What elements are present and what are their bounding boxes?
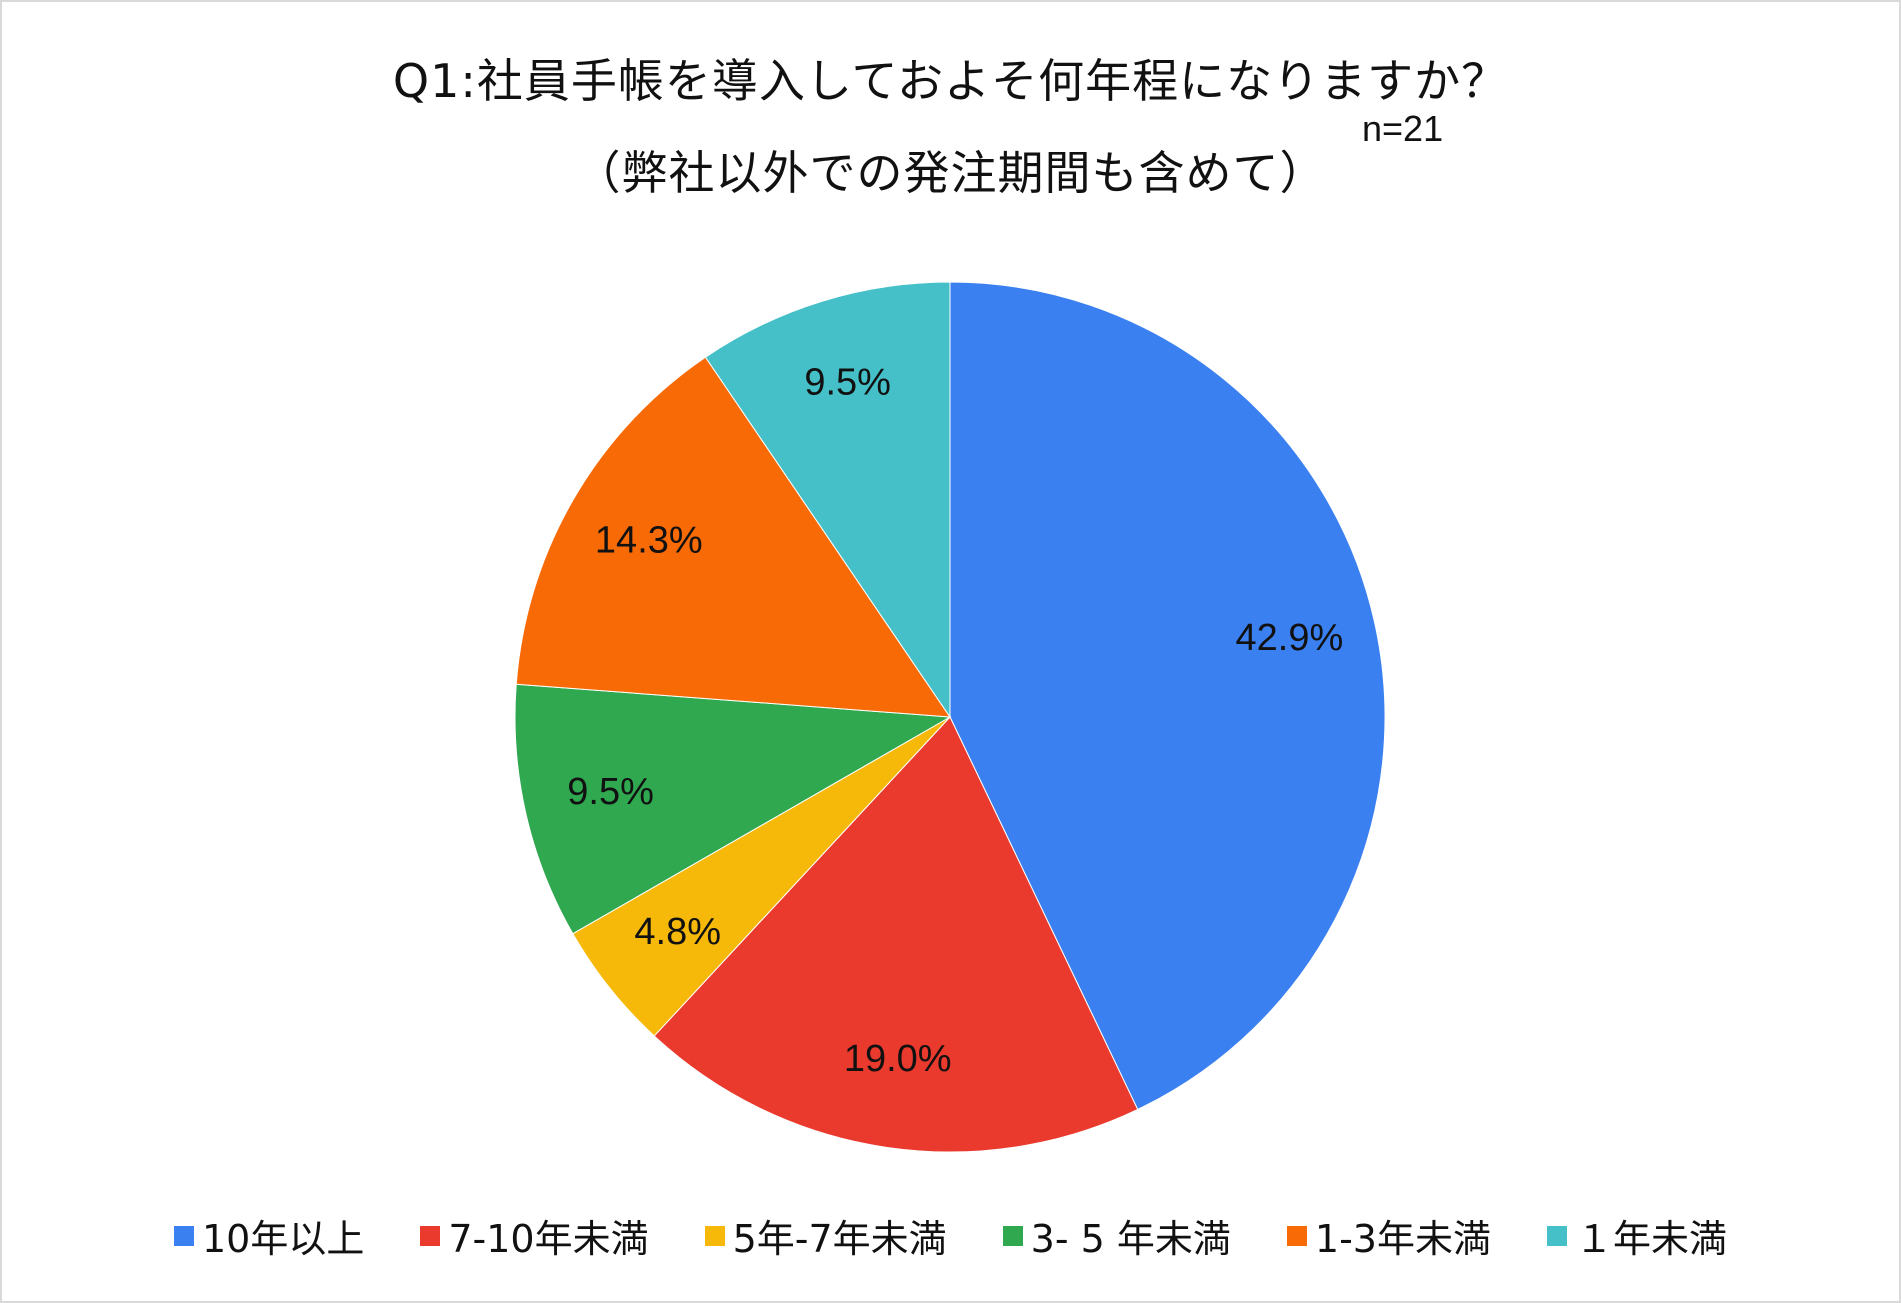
pie-slice: [515, 356, 951, 718]
legend-swatch: [1286, 1225, 1307, 1246]
pie-slice: [949, 281, 1386, 1111]
legend-item-1-3: 1-3年未満: [1286, 1208, 1491, 1263]
legend-label: 5年-7年未満: [732, 1217, 947, 1261]
sample-size-label: n=21: [1362, 108, 1444, 149]
legend-swatch: [1546, 1225, 1567, 1246]
pie-slice: [514, 683, 952, 935]
legend-swatch: [420, 1225, 441, 1246]
legend-label: 10年以上: [201, 1217, 365, 1261]
legend: 10年以上 7-10年未満 5年-7年未満 3- 5 年未満 1-3年未満 １年…: [0, 1208, 1901, 1263]
legend-label: 7-10年未満: [448, 1217, 649, 1261]
pie-slice: [653, 716, 1139, 1153]
legend-label: 1-3年未満: [1314, 1217, 1491, 1261]
legend-item-7-10: 7-10年未満: [420, 1208, 649, 1263]
legend-item-10-plus: 10年以上: [173, 1208, 365, 1263]
slice-data-label: 9.5%: [804, 361, 891, 403]
slice-data-label: 14.3%: [595, 520, 703, 562]
pie-slice: [704, 281, 951, 719]
slice-data-label: 19.0%: [844, 1038, 952, 1080]
slice-data-label: 4.8%: [634, 911, 721, 953]
legend-label: １年未満: [1574, 1217, 1727, 1261]
legend-item-under-1: １年未満: [1546, 1208, 1727, 1263]
slice-data-label: 9.5%: [567, 771, 654, 813]
legend-label: 3- 5 年未満: [1030, 1217, 1231, 1261]
pie-labels: 42.9% 19.0% 4.8% 9.5% 14.3% 9.5%: [567, 361, 1343, 1080]
pie-slices: [514, 281, 1386, 1153]
chart-title: Q1:社員手帳を導入しておよそ何年程になりますか？: [392, 54, 1509, 108]
legend-swatch: [1002, 1225, 1023, 1246]
legend-swatch: [704, 1225, 725, 1246]
legend-swatch: [173, 1225, 194, 1246]
legend-item-5-7: 5年-7年未満: [704, 1208, 947, 1263]
chart-subtitle: （弊社以外での発注期間も含めて）: [574, 146, 1327, 200]
legend-item-3-5: 3- 5 年未満: [1002, 1208, 1231, 1263]
slice-data-label: 42.9%: [1236, 617, 1344, 659]
